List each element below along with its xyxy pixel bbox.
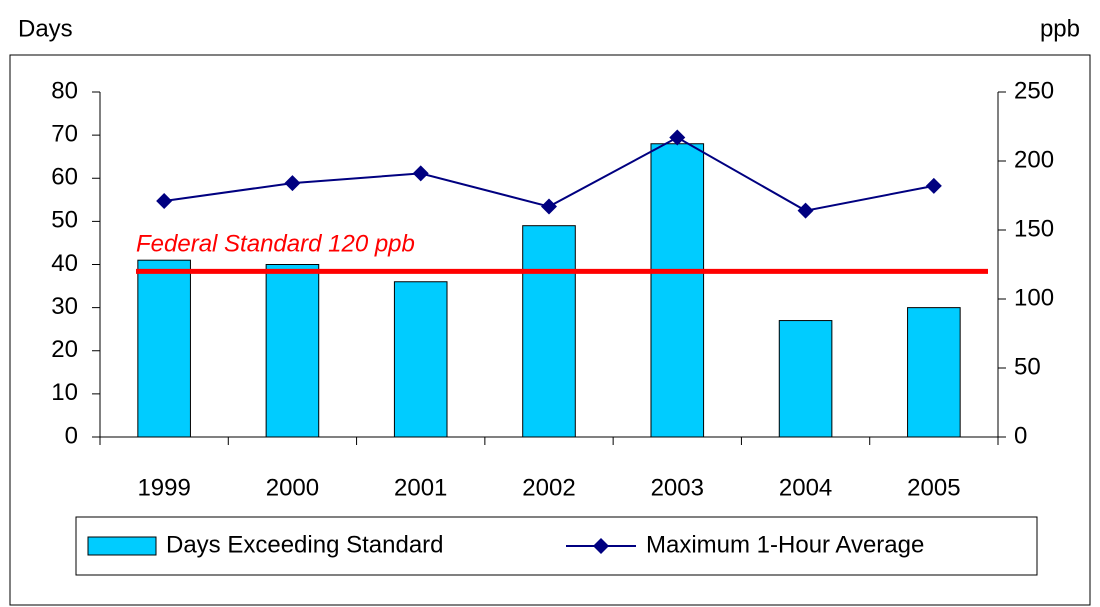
x-tick-label: 2004: [779, 474, 832, 501]
x-tick-label: 1999: [137, 474, 190, 501]
x-tick-label: 2000: [266, 474, 319, 501]
legend-swatch: [593, 538, 609, 554]
y-tick-label: 20: [51, 336, 78, 363]
y-tick-label: 10: [51, 379, 78, 406]
line-marker: [925, 177, 942, 194]
x-tick-label: 2001: [394, 474, 447, 501]
legend-box: [75, 516, 1038, 576]
line-marker: [156, 193, 173, 210]
bar: [650, 143, 705, 438]
y-tick-label: 40: [51, 250, 78, 277]
line-marker: [412, 165, 429, 182]
y-tick-label: 50: [51, 207, 78, 234]
line-marker: [797, 202, 814, 219]
y-tick-label: 30: [51, 293, 78, 320]
legend-label: Days Exceeding Standard: [166, 531, 444, 558]
x-tick-label: 2002: [522, 474, 575, 501]
bar: [137, 259, 191, 438]
y2-axis-label: ppb: [1040, 15, 1080, 42]
x-tick-label: 2005: [907, 474, 960, 501]
legend-swatch: [87, 536, 157, 556]
y-axis-label: Days: [18, 15, 73, 42]
annotation: Federal Standard 120 ppb: [136, 231, 415, 258]
line-marker: [284, 175, 301, 192]
bar: [522, 225, 576, 438]
y-tick-label: 60: [51, 164, 78, 191]
y-tick-label: 80: [51, 77, 78, 104]
y-tick-label: 70: [51, 120, 78, 147]
legend-label: Maximum 1-Hour Average: [646, 531, 924, 558]
line-marker: [541, 198, 557, 215]
bar: [778, 320, 833, 438]
y2-tick-label: 50: [1014, 353, 1041, 380]
bar: [907, 307, 961, 438]
bar: [393, 281, 448, 438]
y2-tick-label: 200: [1014, 146, 1054, 173]
y2-tick-label: 0: [1014, 422, 1027, 449]
y2-tick-label: 150: [1014, 215, 1054, 242]
bar: [265, 264, 320, 438]
x-tick-label: 2003: [651, 474, 704, 501]
y-tick-label: 0: [65, 422, 78, 449]
y2-tick-label: 250: [1014, 77, 1054, 104]
line-marker: [669, 129, 686, 146]
y2-tick-label: 100: [1014, 284, 1054, 311]
